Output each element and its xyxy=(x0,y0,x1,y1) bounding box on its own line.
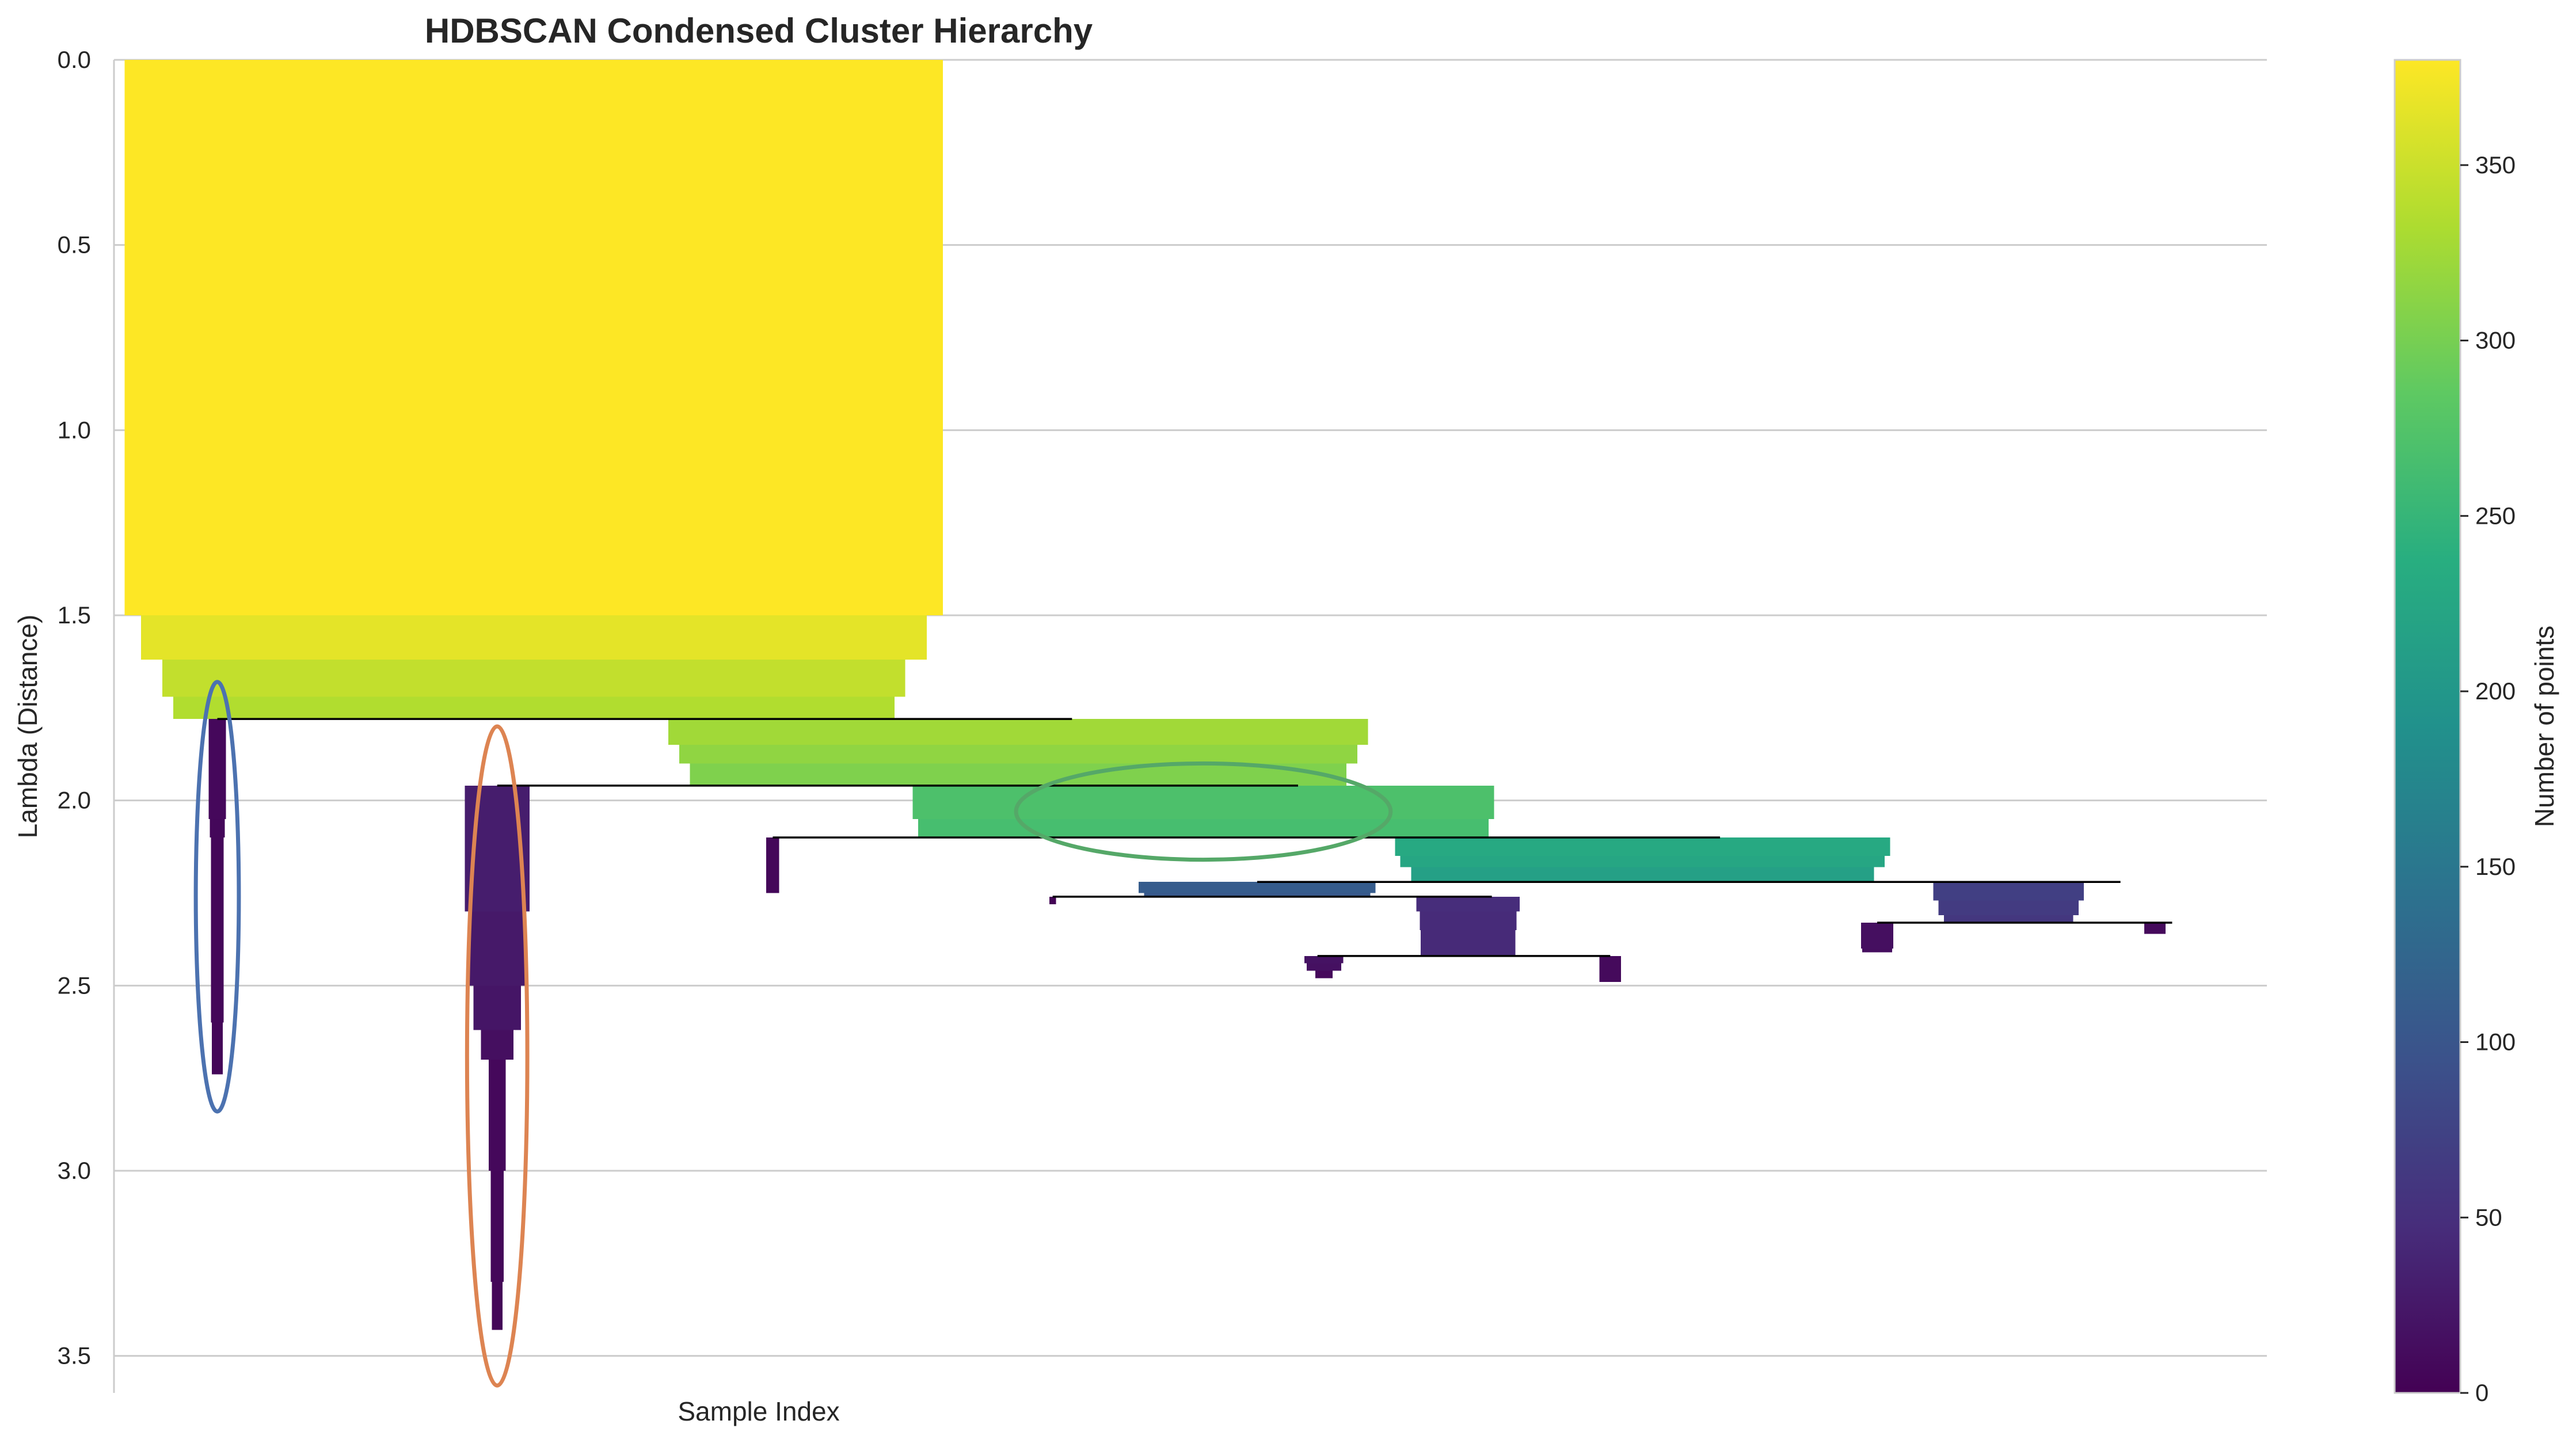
icicle-slice xyxy=(1862,949,1893,953)
colorbar: 0 50 100 150 200 250 300 350 Number of points xyxy=(2394,59,2559,1406)
y-tick-label: 2.0 xyxy=(58,787,91,814)
x-axis-label: Sample Index xyxy=(678,1396,839,1426)
cluster-c8 xyxy=(1139,882,1376,897)
icicle-slice xyxy=(212,1022,223,1075)
colorbar-tick-label: 50 xyxy=(2475,1204,2502,1231)
cluster-c10 xyxy=(1933,882,2084,923)
icicle-slice xyxy=(211,837,224,1023)
icicle-slice xyxy=(210,818,225,837)
icicle-slice xyxy=(162,660,905,697)
icicle-slice xyxy=(2144,922,2166,934)
icicle-slice xyxy=(208,719,226,819)
icicle-slice xyxy=(1944,915,2073,923)
icicle-slice xyxy=(1304,955,1344,964)
icicle-slice xyxy=(918,818,1489,837)
colorbar-tick-label: 250 xyxy=(2475,502,2516,529)
icicle-slice xyxy=(1416,896,1520,912)
icicle-slice xyxy=(1049,896,1056,904)
cluster-c13 xyxy=(1861,922,1894,953)
icicle-slice xyxy=(492,1282,503,1330)
y-axis-label: Lambda (Distance) xyxy=(13,615,43,839)
cluster-c2 xyxy=(668,719,1368,786)
icicle-slice xyxy=(1306,963,1341,971)
colorbar-tick-label: 150 xyxy=(2475,853,2516,880)
icicle-slice xyxy=(1861,922,1894,949)
y-tick-label: 0.5 xyxy=(58,231,91,258)
icicle-slice xyxy=(124,60,943,578)
cluster-highlight-ellipse xyxy=(465,724,530,1388)
cluster-icicles xyxy=(124,60,2166,1330)
icicle-slice xyxy=(1400,856,1885,867)
cluster-highlight-ellipse xyxy=(1014,761,1393,862)
icicle-slice xyxy=(1139,882,1376,893)
icicle-slice xyxy=(766,837,779,893)
colorbar-tick-label: 100 xyxy=(2475,1029,2516,1056)
cluster-c12 xyxy=(1599,955,1621,982)
colorbar-tick-label: 200 xyxy=(2475,677,2516,705)
colorbar-gradient xyxy=(2394,59,2461,1394)
icicle-slice xyxy=(1421,930,1516,956)
cluster-c9 xyxy=(1416,896,1520,956)
cluster-c14 xyxy=(2144,922,2166,934)
cluster-c5 xyxy=(766,837,779,893)
icicle-slice xyxy=(1144,893,1371,897)
icicle-slice xyxy=(481,1030,513,1060)
y-tick-label: 3.0 xyxy=(58,1157,91,1184)
colorbar-label: Number of points xyxy=(2529,626,2559,827)
cluster-root xyxy=(124,60,943,719)
icicle-slice xyxy=(1395,837,1890,856)
y-tick-label: 1.0 xyxy=(58,416,91,443)
cluster-highlight-ellipse xyxy=(193,680,241,1114)
icicle-slice xyxy=(124,578,943,615)
colorbar-tick-label: 350 xyxy=(2475,151,2516,178)
icicle-slice xyxy=(473,985,521,1030)
cluster-c7 xyxy=(1049,896,1056,904)
chart-title: HDBSCAN Condensed Cluster Hierarchy xyxy=(425,12,1093,50)
icicle-slice xyxy=(1420,911,1517,930)
icicle-slice xyxy=(469,911,526,986)
y-tick-label: 3.5 xyxy=(58,1342,91,1369)
icicle-slice xyxy=(912,785,1494,819)
colorbar-tick-label: 300 xyxy=(2475,327,2516,354)
y-tick-label: 0.0 xyxy=(58,46,91,73)
y-tick-labels: 0.0 0.5 1.0 1.5 2.0 2.5 3.0 3.5 xyxy=(58,46,91,1369)
icicle-slice xyxy=(1933,882,2084,901)
icicle-slice xyxy=(690,763,1347,786)
colorbar-ticks: 0 50 100 150 200 250 300 350 xyxy=(2460,151,2516,1406)
y-tick-label: 1.5 xyxy=(58,601,91,629)
icicle-slice xyxy=(490,1171,504,1282)
icicle-slice xyxy=(1411,867,1874,882)
icicle-slice xyxy=(1599,955,1621,982)
cluster-c4 xyxy=(912,785,1494,837)
colorbar-tick-label: 0 xyxy=(2475,1379,2489,1406)
icicle-slice xyxy=(668,719,1368,745)
cluster-c11 xyxy=(1304,955,1344,979)
cluster-c1 xyxy=(208,719,226,1075)
icicle-slice xyxy=(140,615,927,660)
icicle-slice xyxy=(1315,970,1333,979)
icicle-slice xyxy=(1938,900,2079,916)
cluster-links xyxy=(217,718,2172,957)
y-tick-label: 2.5 xyxy=(58,972,91,999)
icicle-slice xyxy=(488,1060,506,1171)
icicle-slice xyxy=(679,745,1357,764)
selected-cluster-highlights xyxy=(193,680,1393,1388)
cluster-c6 xyxy=(1395,837,1890,882)
icicle-slice xyxy=(173,696,895,719)
